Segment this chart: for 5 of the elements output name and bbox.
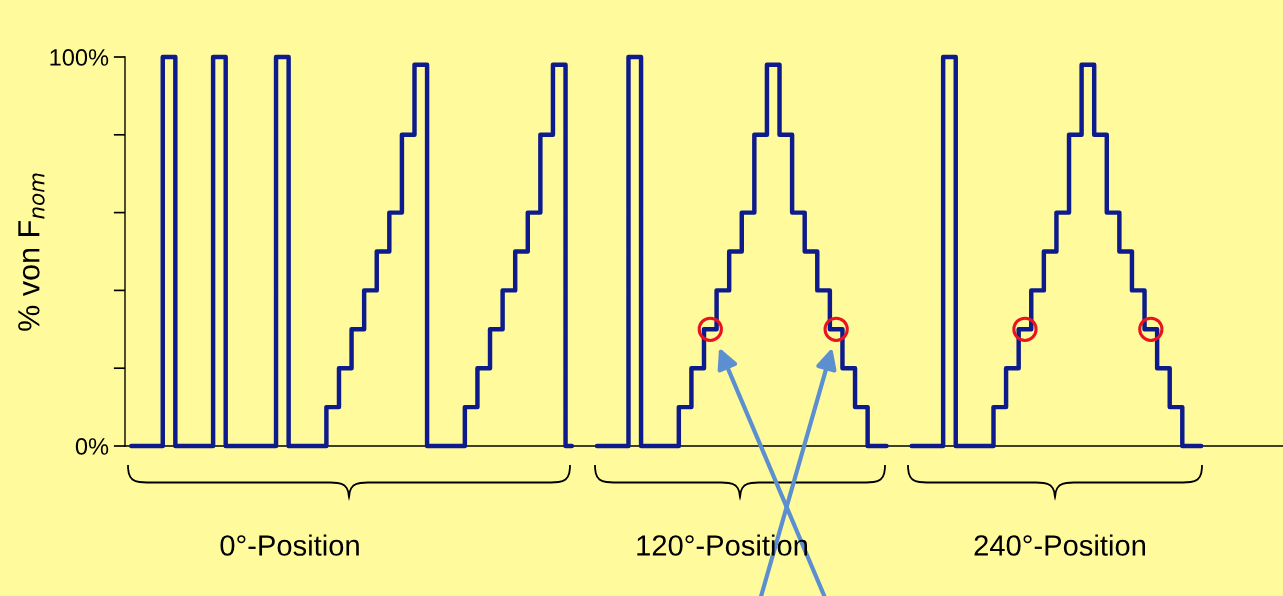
text: 240°-Position [974, 534, 1146, 556]
y-axis-title: % von F$_{nom}$ [18, 173, 45, 331]
y-tick-label: 100% [50, 49, 109, 66]
y-tick-label: 0% [75, 438, 109, 455]
text: 0°-Position [220, 534, 359, 556]
